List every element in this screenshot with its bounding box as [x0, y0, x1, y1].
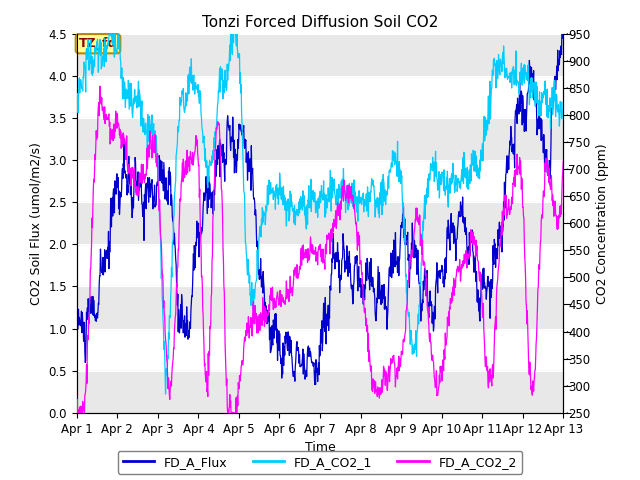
- Bar: [77, 371, 563, 413]
- Text: TZ_fd: TZ_fd: [79, 37, 117, 50]
- Bar: [77, 34, 563, 76]
- Legend: FD_A_Flux, FD_A_CO2_1, FD_A_CO2_2: FD_A_Flux, FD_A_CO2_1, FD_A_CO2_2: [118, 451, 522, 474]
- Y-axis label: CO2 Concentration (ppm): CO2 Concentration (ppm): [596, 143, 609, 303]
- X-axis label: Time: Time: [305, 441, 335, 454]
- Bar: [77, 202, 563, 244]
- Y-axis label: CO2 Soil Flux (umol/m2/s): CO2 Soil Flux (umol/m2/s): [30, 142, 43, 305]
- Bar: [77, 118, 563, 160]
- Bar: [77, 287, 563, 328]
- Title: Tonzi Forced Diffusion Soil CO2: Tonzi Forced Diffusion Soil CO2: [202, 15, 438, 30]
